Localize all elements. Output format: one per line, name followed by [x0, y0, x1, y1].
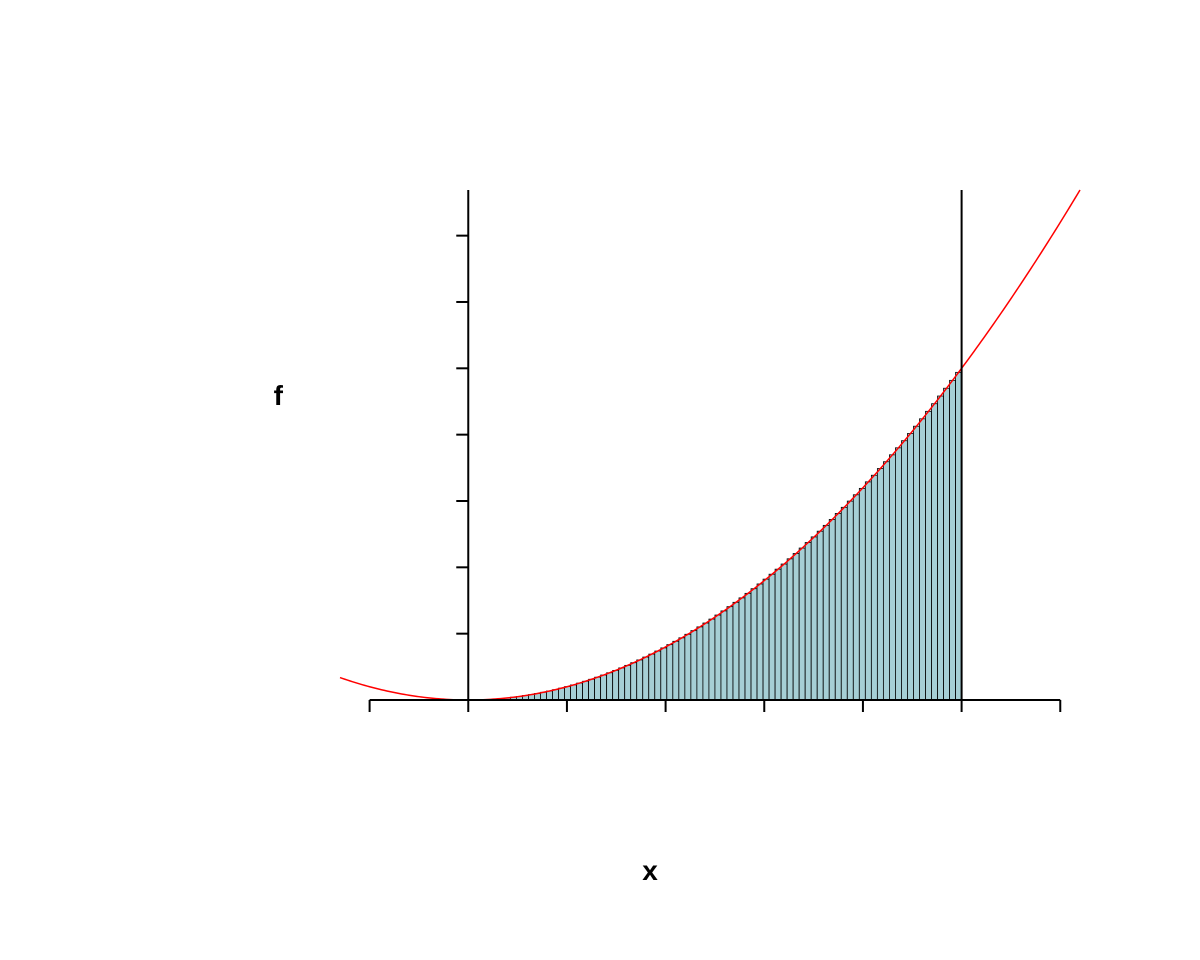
riemann-bar: [649, 654, 655, 700]
riemann-bar: [601, 675, 607, 700]
riemann-bar: [913, 426, 919, 700]
riemann-bar: [589, 679, 595, 700]
riemann-bar: [709, 619, 715, 700]
riemann-bar: [757, 584, 763, 700]
riemann-bar: [889, 455, 895, 700]
riemann-bar: [823, 525, 829, 700]
riemann-bar: [901, 441, 907, 700]
riemann-bar: [715, 615, 721, 700]
riemann-bar: [871, 475, 877, 700]
riemann-bar: [938, 396, 944, 700]
riemann-bar: [655, 651, 661, 700]
chart-container: xf: [0, 0, 1200, 960]
riemann-bar: [691, 631, 697, 700]
riemann-bar: [769, 574, 775, 700]
riemann-bar: [763, 579, 769, 700]
riemann-bar: [835, 513, 841, 700]
riemann-bar: [877, 469, 883, 700]
riemann-bar: [637, 660, 643, 700]
riemann-bar: [673, 641, 679, 700]
riemann-bar: [805, 543, 811, 700]
riemann-bar: [661, 648, 667, 700]
riemann-bar: [919, 419, 925, 700]
riemann-bar: [787, 559, 793, 700]
riemann-bar: [697, 627, 703, 700]
riemann-bar: [552, 690, 558, 700]
riemann-bar: [571, 685, 577, 700]
riemann-bar: [546, 691, 552, 700]
riemann-bar: [703, 623, 709, 700]
riemann-bar: [926, 411, 932, 700]
riemann-bar: [793, 553, 799, 700]
riemann-bar: [895, 448, 901, 700]
riemann-bar: [853, 495, 859, 700]
riemann-bar: [932, 404, 938, 700]
riemann-bar: [817, 531, 823, 700]
riemann-bar: [811, 537, 817, 700]
riemann-bar: [559, 688, 565, 700]
riemann-bar: [751, 589, 757, 700]
riemann-bar: [733, 602, 739, 700]
riemann-bar: [643, 657, 649, 700]
x-axis-label: x: [642, 855, 658, 886]
riemann-bar: [685, 634, 691, 700]
y-axis-label: f: [274, 380, 284, 411]
riemann-bar: [944, 388, 950, 700]
riemann-bar: [607, 673, 613, 700]
riemann-bar: [883, 462, 889, 700]
riemann-bar: [679, 638, 685, 700]
riemann-bar: [667, 645, 673, 700]
riemann-bar: [745, 593, 751, 700]
riemann-bar: [721, 611, 727, 700]
riemann-bar: [799, 548, 805, 700]
riemann-bar: [847, 501, 853, 700]
riemann-bar: [613, 670, 619, 700]
riemann-bar: [577, 683, 583, 700]
riemann-bar: [565, 687, 571, 700]
riemann-bar: [583, 681, 589, 700]
riemann-bar: [625, 665, 631, 700]
riemann-bar: [775, 569, 781, 700]
riemann-bar: [739, 598, 745, 700]
riemann-bar: [865, 482, 871, 700]
riemann-bar: [781, 564, 787, 700]
chart-svg: xf: [0, 0, 1200, 960]
riemann-bar: [727, 607, 733, 700]
riemann-bar: [829, 519, 835, 700]
riemann-bar: [619, 668, 625, 700]
riemann-bar: [950, 380, 956, 700]
riemann-bar: [841, 507, 847, 700]
riemann-bar: [907, 434, 913, 700]
riemann-bar: [595, 677, 601, 700]
riemann-bar: [859, 488, 865, 700]
riemann-bar: [631, 663, 637, 700]
